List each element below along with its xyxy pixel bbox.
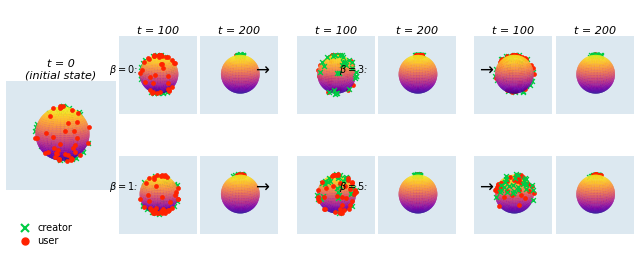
Title: t = 100: t = 100 — [492, 26, 534, 36]
Title: t = 100: t = 100 — [314, 26, 356, 36]
Title: t = 200: t = 200 — [573, 26, 616, 36]
Title: t = 200: t = 200 — [218, 26, 260, 36]
Text: →: → — [255, 61, 269, 79]
Text: →: → — [479, 178, 493, 196]
Text: →: → — [479, 61, 493, 79]
Text: $\beta = 3$:: $\beta = 3$: — [339, 63, 368, 77]
Title: t = 200: t = 200 — [396, 26, 438, 36]
Title: t = 100: t = 100 — [137, 26, 179, 36]
Text: $\beta = 1$:: $\beta = 1$: — [109, 180, 138, 194]
Text: $\beta = 5$:: $\beta = 5$: — [339, 180, 368, 194]
Text: $\beta = 0$:: $\beta = 0$: — [109, 63, 138, 77]
Title: t = 0
(initial state): t = 0 (initial state) — [26, 59, 97, 81]
Legend: creator, user: creator, user — [12, 219, 76, 250]
Text: →: → — [255, 178, 269, 196]
